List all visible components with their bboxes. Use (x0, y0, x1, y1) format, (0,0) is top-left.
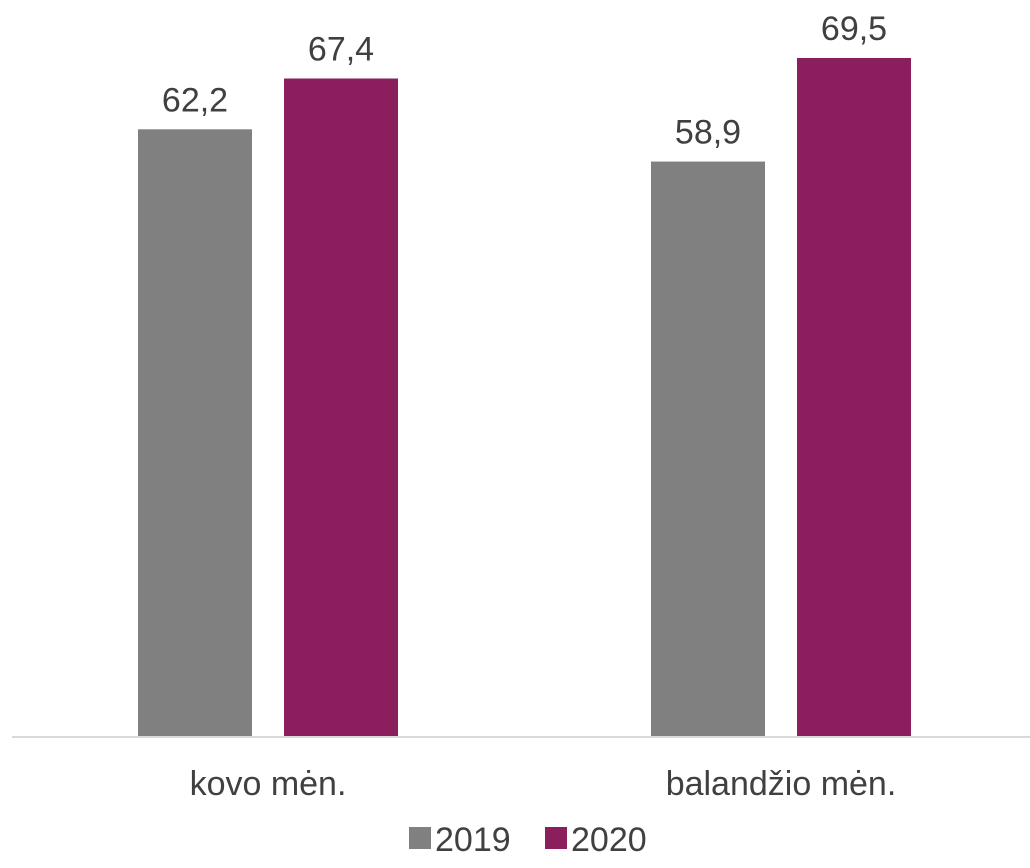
legend-swatch-2019 (409, 827, 431, 849)
bar-2019-0 (138, 129, 252, 737)
bar-2019-1 (651, 161, 765, 737)
legend-label-2020: 2020 (571, 821, 647, 859)
data-label-2019-1: 58,9 (675, 114, 741, 152)
bar-2020-1 (797, 57, 911, 738)
x-tick-label-0: kovo mėn. (190, 765, 347, 803)
x-tick-label-1: balandžio mėn. (666, 765, 897, 803)
legend-swatch-2020 (545, 827, 567, 849)
legend-label-2019: 2019 (435, 821, 511, 859)
data-label-2020-0: 67,4 (308, 31, 374, 69)
legend: 2019 2020 (409, 821, 647, 859)
data-label-2020-1: 69,5 (821, 10, 887, 48)
bars-layer (138, 57, 911, 738)
bar-2020-0 (284, 78, 398, 737)
data-label-2019-0: 62,2 (162, 81, 228, 119)
data-labels-layer: 62,2 67,4 58,9 69,5 (162, 10, 887, 152)
x-tick-labels-layer: kovo mėn. balandžio mėn. (190, 765, 897, 803)
